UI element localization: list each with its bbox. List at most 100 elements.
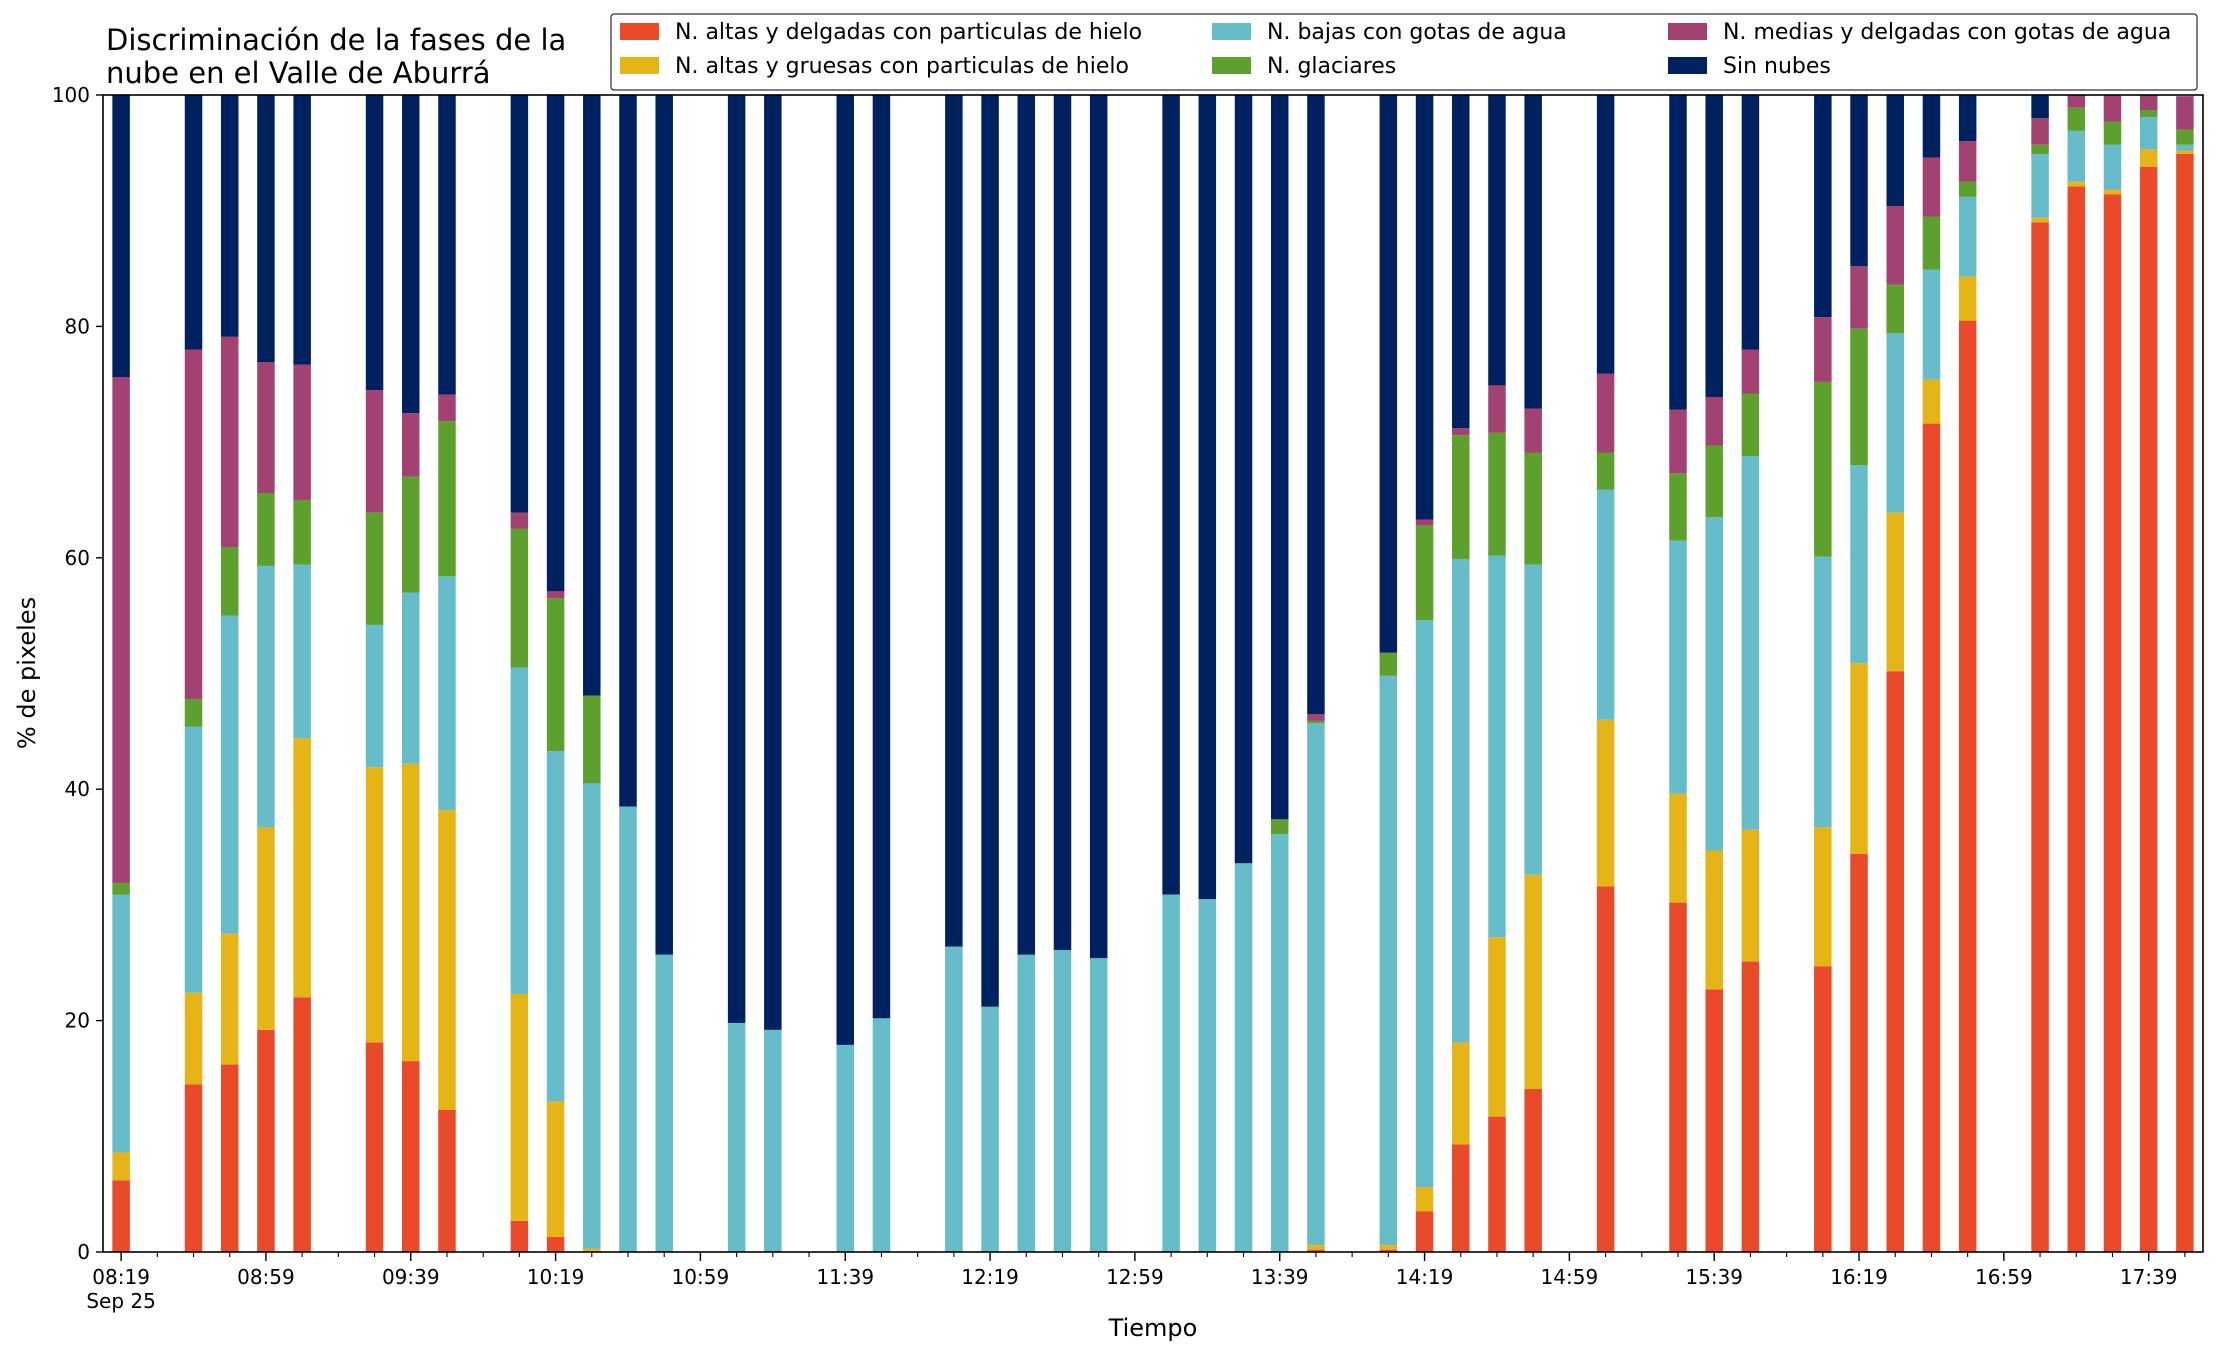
y-tick-label: 80: [65, 314, 90, 338]
bar-segment-n-glaciares: [1850, 328, 1868, 466]
legend-swatch: [1212, 57, 1251, 74]
x-tick-label: 12:19: [961, 1265, 1019, 1289]
bar-segment-n-bajas-con-gotas-de-agua: [365, 624, 384, 768]
bar-segment-n-altas-y-delgadas-con-particulas-de-hielo: [2176, 154, 2194, 1252]
bar-1629: [1886, 95, 1904, 1252]
bar-segment-sin-nubes: [1452, 95, 1470, 429]
bar-segment-n-medias-y-delgadas-con-gotas-de-agua: [1596, 373, 1615, 453]
bar-segment-n-bajas-con-gotas-de-agua: [945, 946, 963, 1252]
bar-segment-n-bajas-con-gotas-de-agua: [293, 564, 311, 739]
bar-segment-n-medias-y-delgadas-con-gotas-de-agua: [510, 512, 529, 529]
bar-1619: [1850, 95, 1868, 1252]
bar-segment-n-altas-y-delgadas-con-particulas-de-hielo: [2103, 194, 2122, 1252]
bar-segment-n-altas-y-gruesas-con-particulas-de-hielo: [402, 763, 420, 1062]
bar-segment-n-altas-y-gruesas-con-particulas-de-hielo: [1488, 937, 1506, 1117]
bar-segment-n-altas-y-gruesas-con-particulas-de-hielo: [510, 993, 529, 1221]
bar-segment-n-glaciares: [1741, 393, 1760, 456]
x-tick-label: 17:39: [2120, 1265, 2178, 1289]
bar-segment-n-bajas-con-gotas-de-agua: [1596, 489, 1615, 720]
bar-segment-n-bajas-con-gotas-de-agua: [1922, 269, 1941, 380]
bar-segment-n-altas-y-delgadas-con-particulas-de-hielo: [112, 1180, 130, 1252]
bar-segment-n-bajas-con-gotas-de-agua: [510, 667, 529, 994]
bar-segment-n-medias-y-delgadas-con-gotas-de-agua: [1307, 713, 1325, 721]
legend-label: N. altas y delgadas con particulas de hi…: [675, 20, 1142, 45]
bar-segment-sin-nubes: [1270, 95, 1289, 820]
bar-segment-n-bajas-con-gotas-de-agua: [727, 1022, 746, 1252]
legend-swatch: [1668, 23, 1707, 40]
bar-1239: [1053, 95, 1072, 1252]
bar-segment-n-glaciares: [184, 698, 203, 727]
chart-title: Discriminación de la fases de la nube en…: [106, 23, 566, 90]
bar-segment-n-bajas-con-gotas-de-agua: [1198, 899, 1217, 1252]
bar-segment-n-altas-y-gruesas-con-particulas-de-hielo: [583, 1248, 601, 1252]
bar-segment-n-bajas-con-gotas-de-agua: [1452, 558, 1470, 1043]
bar-segment-n-glaciares: [365, 512, 384, 625]
bar-1119: [764, 95, 782, 1252]
bar-1649: [1958, 95, 1977, 1252]
bar-segment-n-altas-y-gruesas-con-particulas-de-hielo: [2031, 217, 2049, 223]
bar-segment-n-bajas-con-gotas-de-agua: [1234, 863, 1253, 1252]
bar-segment-n-altas-y-gruesas-con-particulas-de-hielo: [1669, 793, 1687, 903]
bar-segment-n-bajas-con-gotas-de-agua: [619, 806, 637, 1252]
bar-segment-n-altas-y-gruesas-con-particulas-de-hielo: [365, 767, 384, 1043]
bar-segment-n-medias-y-delgadas-con-gotas-de-agua: [2103, 95, 2122, 122]
bar-segment-sin-nubes: [438, 95, 456, 395]
bar-segment-n-altas-y-delgadas-con-particulas-de-hielo: [1814, 966, 1832, 1252]
bar-segment-sin-nubes: [257, 95, 275, 363]
bar-segment-n-medias-y-delgadas-con-gotas-de-agua: [1669, 409, 1687, 474]
bar-segment-n-altas-y-delgadas-con-particulas-de-hielo: [1596, 886, 1615, 1252]
bar-segment-n-bajas-con-gotas-de-agua: [764, 1029, 782, 1252]
bar-segment-n-altas-y-gruesas-con-particulas-de-hielo: [1958, 276, 1977, 321]
bar-segment-n-altas-y-gruesas-con-particulas-de-hielo: [2139, 149, 2158, 167]
bar-segment-n-medias-y-delgadas-con-gotas-de-agua: [1524, 408, 1542, 453]
bar-segment-n-bajas-con-gotas-de-agua: [1379, 675, 1398, 1246]
bar-segment-sin-nubes: [836, 95, 854, 1045]
chart-title-line-1: Discriminación de la fases de la: [106, 23, 566, 57]
bar-segment-n-bajas-con-gotas-de-agua: [1958, 196, 1977, 277]
bar-1319: [1198, 95, 1217, 1252]
x-tick-label: 08:19: [92, 1265, 150, 1289]
bar-1049: [655, 95, 673, 1252]
bar-1409: [1379, 95, 1398, 1252]
bar-segment-n-altas-y-delgadas-con-particulas-de-hielo: [1488, 1116, 1506, 1252]
bar-segment-n-bajas-con-gotas-de-agua: [1415, 620, 1434, 1188]
x-tick-label: 10:19: [527, 1265, 585, 1289]
bar-segment-sin-nubes: [1705, 95, 1723, 397]
bar-segment-n-bajas-con-gotas-de-agua: [1307, 723, 1325, 1246]
bar-1729: [2103, 95, 2122, 1252]
bar-segment-n-bajas-con-gotas-de-agua: [1017, 954, 1036, 1252]
bar-segment-n-altas-y-gruesas-con-particulas-de-hielo: [2103, 189, 2122, 195]
bar-segment-n-glaciares: [546, 598, 565, 752]
bar-segment-n-altas-y-gruesas-con-particulas-de-hielo: [220, 933, 239, 1065]
bar-segment-n-medias-y-delgadas-con-gotas-de-agua: [402, 413, 420, 477]
bar-segment-n-medias-y-delgadas-con-gotas-de-agua: [1452, 428, 1470, 436]
y-axis-label: % de pixeles: [13, 597, 41, 749]
bar-segment-n-altas-y-delgadas-con-particulas-de-hielo: [1741, 961, 1760, 1252]
bar-segment-n-altas-y-delgadas-con-particulas-de-hielo: [438, 1109, 456, 1252]
bar-1149: [872, 95, 891, 1252]
bar-segment-n-bajas-con-gotas-de-agua: [1850, 465, 1868, 664]
y-tick-label: 40: [65, 777, 90, 801]
bar-segment-n-bajas-con-gotas-de-agua: [546, 751, 565, 1102]
x-tick-label: 16:19: [1830, 1265, 1888, 1289]
bar-segment-n-medias-y-delgadas-con-gotas-de-agua: [2139, 95, 2158, 111]
bar-segment-n-glaciares: [2103, 121, 2122, 145]
bar-1229: [1017, 95, 1036, 1252]
bar-segment-n-medias-y-delgadas-con-gotas-de-agua: [1415, 519, 1434, 526]
bar-segment-sin-nubes: [1017, 95, 1036, 955]
bar-0909: [293, 95, 311, 1252]
bar-segment-n-bajas-con-gotas-de-agua: [2031, 154, 2049, 218]
bar-segment-sin-nubes: [293, 95, 311, 365]
bar-segment-n-glaciares: [1270, 819, 1289, 835]
bar-1009: [510, 95, 529, 1252]
bar-segment-n-altas-y-delgadas-con-particulas-de-hielo: [365, 1042, 384, 1252]
legend-label: Sin nubes: [1723, 54, 1831, 79]
legend-swatch: [1668, 57, 1707, 74]
bar-segment-n-altas-y-gruesas-con-particulas-de-hielo: [1850, 663, 1868, 854]
bar-segment-n-medias-y-delgadas-con-gotas-de-agua: [220, 336, 239, 548]
bar-segment-n-medias-y-delgadas-con-gotas-de-agua: [2067, 95, 2086, 108]
bar-segment-n-altas-y-delgadas-con-particulas-de-hielo: [1379, 1249, 1398, 1252]
bar-1639: [1922, 95, 1941, 1253]
bar-1709: [2031, 95, 2049, 1252]
